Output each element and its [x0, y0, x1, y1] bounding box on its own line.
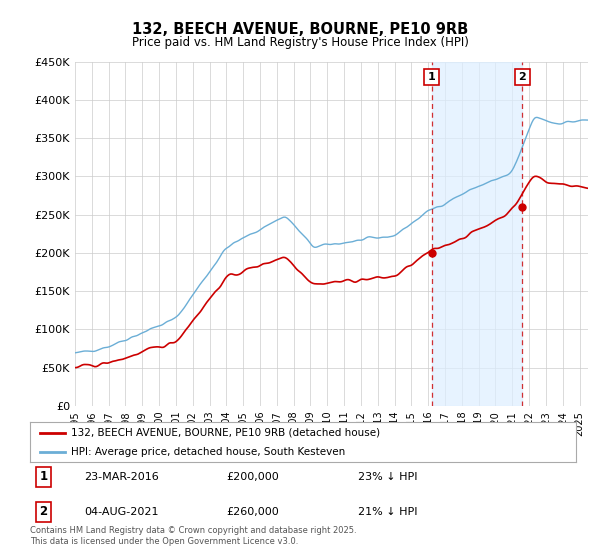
- Text: 132, BEECH AVENUE, BOURNE, PE10 9RB: 132, BEECH AVENUE, BOURNE, PE10 9RB: [132, 22, 468, 38]
- Text: 23% ↓ HPI: 23% ↓ HPI: [358, 472, 417, 482]
- Text: 1: 1: [428, 72, 436, 82]
- Text: 21% ↓ HPI: 21% ↓ HPI: [358, 507, 417, 517]
- Bar: [431, 62, 523, 406]
- Text: 2: 2: [40, 505, 48, 519]
- Text: £200,000: £200,000: [227, 472, 280, 482]
- Text: £260,000: £260,000: [227, 507, 280, 517]
- Text: 2: 2: [518, 72, 526, 82]
- Text: 132, BEECH AVENUE, BOURNE, PE10 9RB (detached house): 132, BEECH AVENUE, BOURNE, PE10 9RB (det…: [71, 428, 380, 438]
- Text: HPI: Average price, detached house, South Kesteven: HPI: Average price, detached house, Sout…: [71, 447, 345, 457]
- Text: 04-AUG-2021: 04-AUG-2021: [85, 507, 159, 517]
- Text: 1: 1: [40, 470, 48, 483]
- Text: Contains HM Land Registry data © Crown copyright and database right 2025.
This d: Contains HM Land Registry data © Crown c…: [30, 526, 356, 546]
- Text: Price paid vs. HM Land Registry's House Price Index (HPI): Price paid vs. HM Land Registry's House …: [131, 36, 469, 49]
- Text: 23-MAR-2016: 23-MAR-2016: [85, 472, 160, 482]
